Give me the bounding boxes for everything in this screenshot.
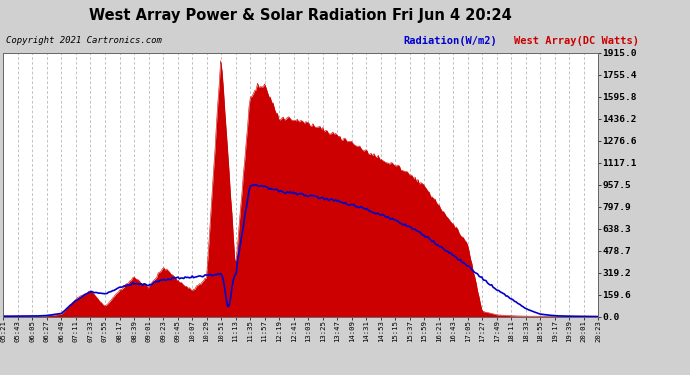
Text: West Array(DC Watts): West Array(DC Watts) [514,36,639,46]
Text: Copyright 2021 Cartronics.com: Copyright 2021 Cartronics.com [6,36,161,45]
Text: Radiation(W/m2): Radiation(W/m2) [404,36,497,46]
Text: West Array Power & Solar Radiation Fri Jun 4 20:24: West Array Power & Solar Radiation Fri J… [89,8,511,23]
